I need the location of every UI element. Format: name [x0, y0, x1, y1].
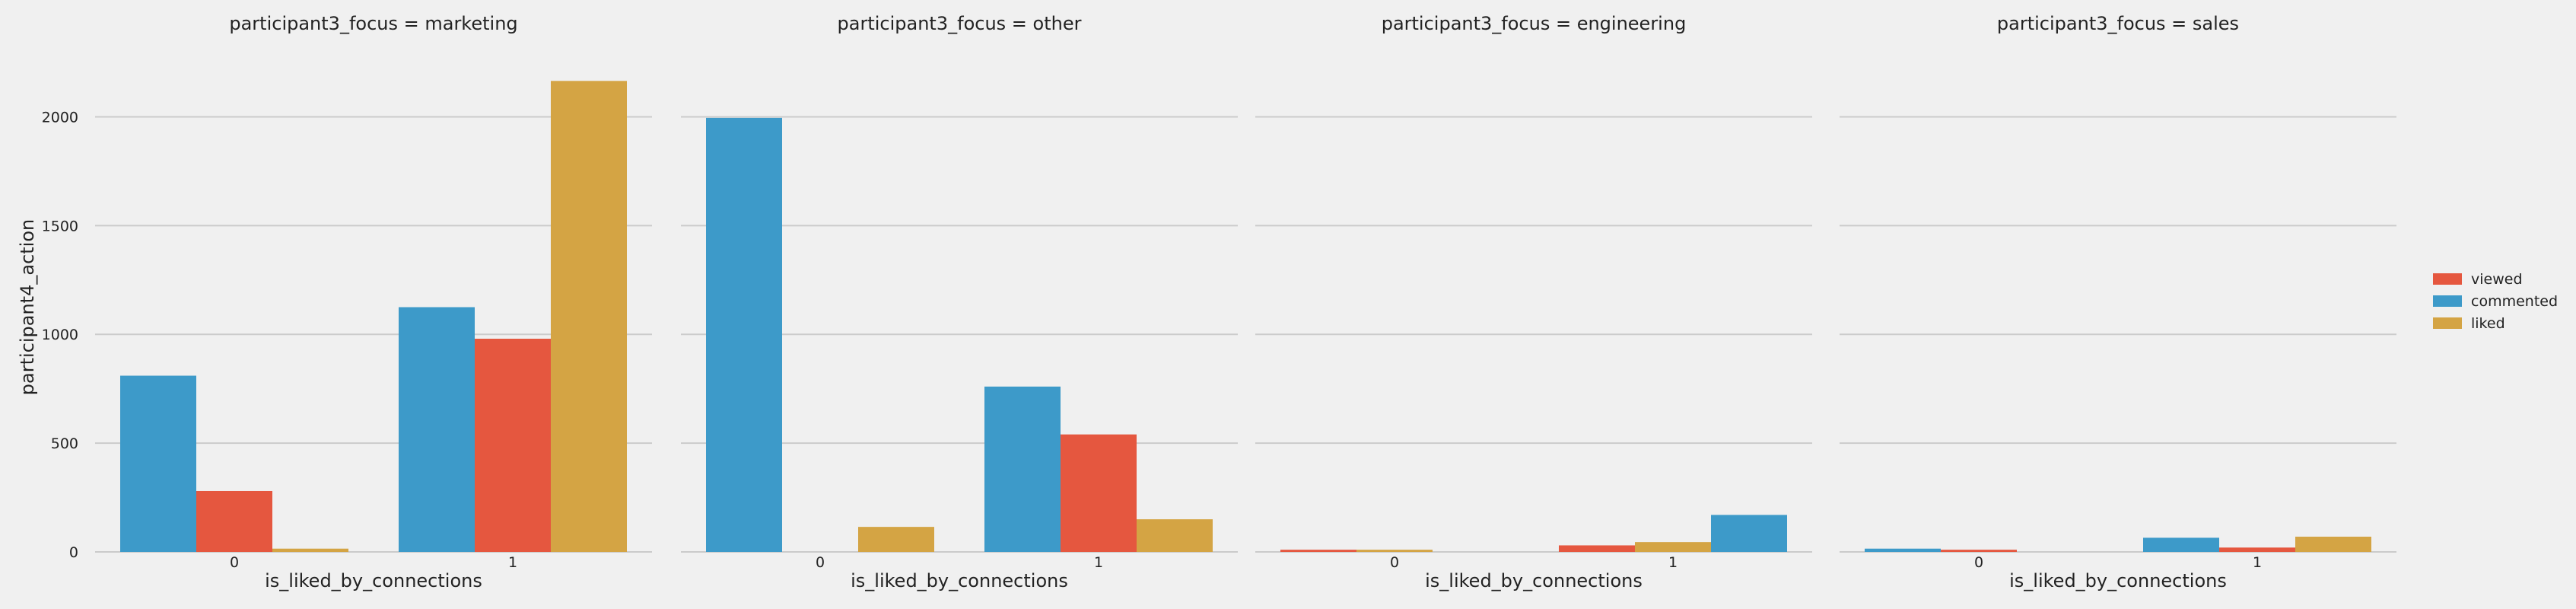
x-axis-label: is_liked_by_connections [2009, 570, 2227, 591]
panel-title: participant3_focus = other [838, 13, 1082, 34]
legend-swatch-liked [2433, 317, 2462, 329]
bar-liked-1 [551, 81, 627, 552]
bar-liked-1 [2295, 536, 2371, 552]
x-tick-label: 1 [1094, 554, 1103, 571]
bar-liked-0 [1356, 550, 1433, 552]
bar-liked-1 [1635, 542, 1711, 552]
legend-label-liked: liked [2471, 315, 2505, 332]
x-tick-label: 0 [1390, 554, 1399, 571]
legend: viewed commented liked [2433, 271, 2558, 332]
legend-label-viewed: viewed [2471, 271, 2523, 288]
bar-viewed-0 [1941, 550, 2017, 552]
facet-panel-1: participant3_focus = other 0 1 is_liked_by_… [681, 13, 1238, 591]
bar-commented-1 [399, 307, 475, 552]
y-tick-label: 1500 [42, 218, 78, 234]
panel-title: participant3_focus = engineering [1382, 13, 1687, 34]
bar-viewed-1 [475, 338, 551, 552]
bar-liked-1 [1137, 519, 1213, 552]
bar-viewed-0 [1280, 550, 1356, 552]
bar-viewed-1 [1061, 434, 1137, 552]
y-tick-label: 1000 [42, 327, 78, 343]
x-axis-label: is_liked_by_connections [851, 570, 1068, 591]
bar-commented-1 [1711, 515, 1787, 552]
bar-commented-0 [1865, 548, 1941, 552]
bar-viewed-1 [2219, 547, 2295, 552]
x-tick-label: 1 [508, 554, 517, 571]
legend-swatch-viewed [2433, 273, 2462, 285]
bar-liked-0 [272, 548, 348, 552]
x-axis-label: is_liked_by_connections [265, 570, 482, 591]
x-axis-label: is_liked_by_connections [1425, 570, 1643, 591]
x-tick-label: 1 [1668, 554, 1678, 571]
y-tick-label: 0 [69, 544, 78, 561]
y-axis-label: participant4_action [17, 219, 38, 395]
panel-title: participant3_focus = marketing [229, 13, 517, 34]
legend-label-commented: commented [2471, 293, 2558, 310]
bar-viewed-0 [196, 490, 272, 552]
legend-swatch-commented [2433, 295, 2462, 307]
facet-panel-0: 0 500 1000 1500 2000 participant3_focus = mar… [42, 13, 652, 591]
x-tick-label: 0 [1974, 554, 1983, 571]
x-tick-label: 1 [2253, 554, 2262, 571]
bar-commented-1 [984, 386, 1061, 552]
bar-liked-0 [858, 527, 934, 552]
y-tick-label: 2000 [42, 109, 78, 126]
bar-commented-0 [706, 117, 782, 552]
bar-viewed-1 [1559, 545, 1635, 552]
panel-title: participant3_focus = sales [1997, 13, 2239, 34]
facet-panel-3: participant3_focus = sales 0 1 is_liked_by_… [1840, 13, 2396, 591]
bar-commented-1 [2143, 537, 2219, 552]
x-tick-label: 0 [816, 554, 825, 571]
bar-commented-0 [120, 375, 196, 552]
facet-panel-2: participant3_focus = engineering 0 1 is_lik… [1255, 13, 1812, 591]
x-tick-label: 0 [230, 554, 239, 571]
y-tick-label: 500 [51, 435, 78, 452]
